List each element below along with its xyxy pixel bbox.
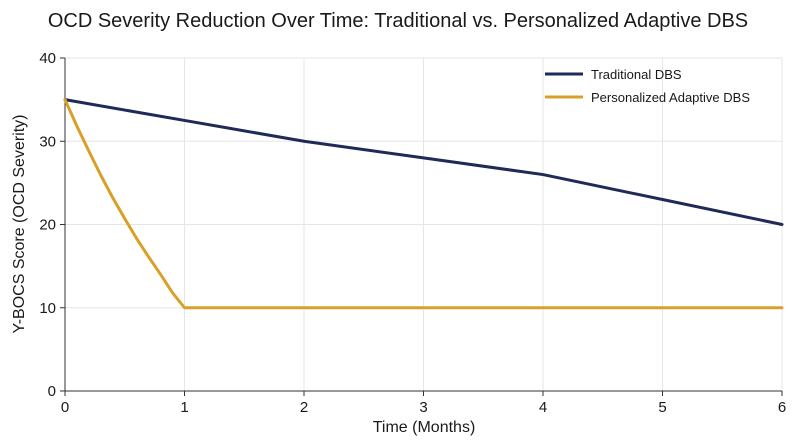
legend-label-0: Traditional DBS <box>591 67 682 82</box>
y-axis-label: Y-BOCS Score (OCD Severity) <box>11 114 28 333</box>
legend: Traditional DBS Personalized Adaptive DBS <box>545 67 750 105</box>
x-tick-label: 3 <box>419 399 427 416</box>
y-tick-label: 40 <box>39 50 56 67</box>
chart-title: OCD Severity Reduction Over Time: Tradit… <box>48 10 748 32</box>
series-line-0 <box>63 98 784 226</box>
series-line-1 <box>63 98 784 310</box>
x-tick-label: 1 <box>180 399 188 416</box>
x-tick-label: 5 <box>658 399 666 416</box>
y-tick-label: 10 <box>39 300 56 317</box>
y-tick-label: 0 <box>48 383 56 400</box>
x-tick-label: 6 <box>778 399 786 416</box>
y-tick-label: 30 <box>39 133 56 150</box>
x-axis-label: Time (Months) <box>373 419 476 436</box>
legend-label-1: Personalized Adaptive DBS <box>591 90 750 105</box>
axes-layer: 0 1 2 3 4 5 6 0 10 20 30 40 <box>39 50 786 416</box>
y-tick-label: 20 <box>39 217 56 234</box>
x-tick-label: 0 <box>61 399 69 416</box>
grid-layer <box>64 57 783 392</box>
series-layer <box>63 98 784 310</box>
x-tick-label: 2 <box>300 399 308 416</box>
x-tick-label: 4 <box>539 399 547 416</box>
